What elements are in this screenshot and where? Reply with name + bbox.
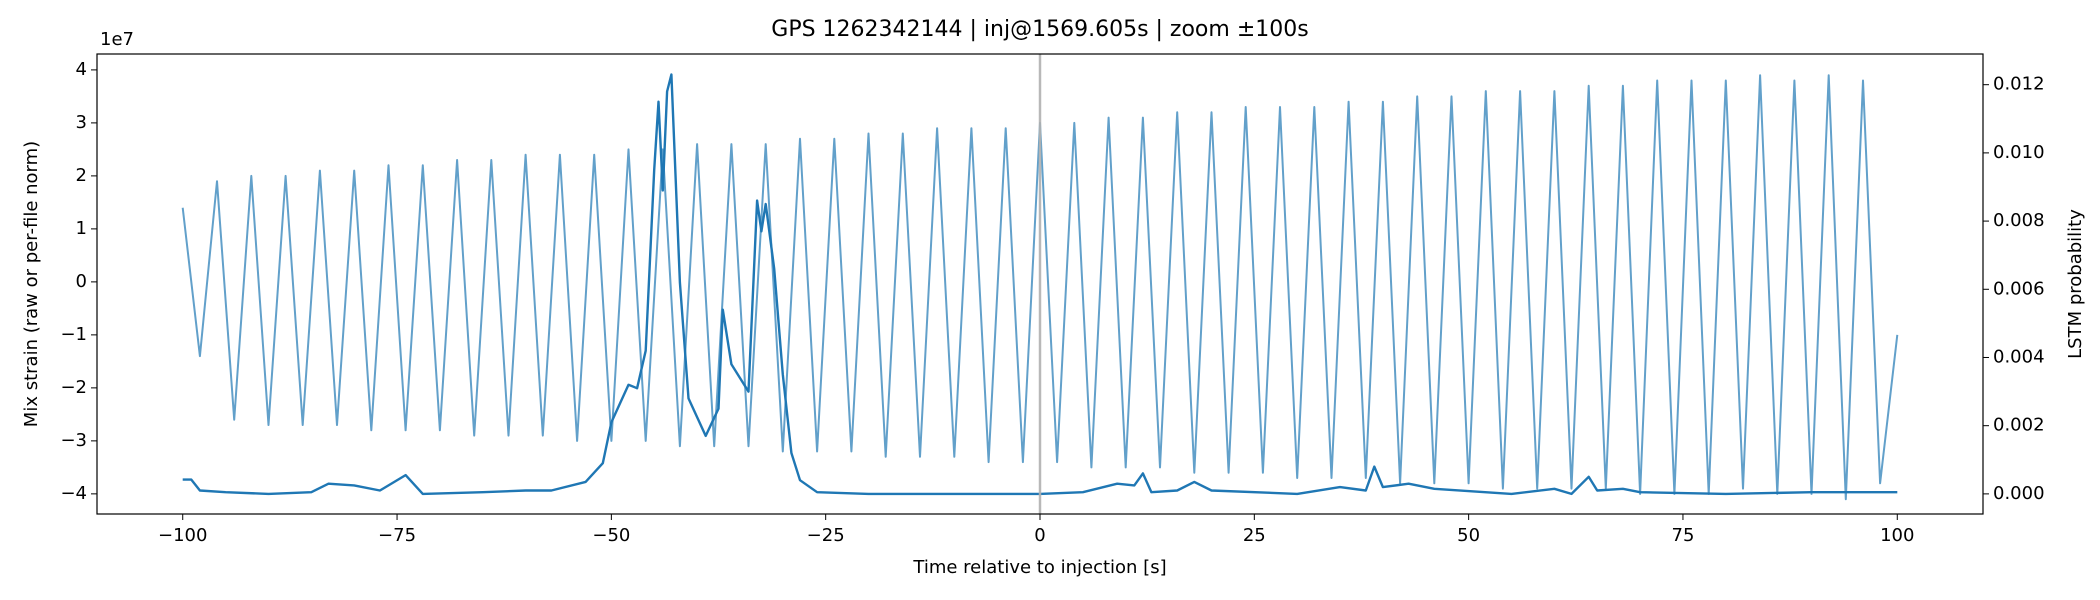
series-line: [182, 73, 1898, 496]
x-tick-label: −75: [378, 525, 416, 546]
y-tick-label: −1: [60, 324, 87, 345]
y2-tick-label: 0.004: [1993, 346, 2045, 367]
x-tick-label: 75: [1672, 525, 1695, 546]
x-tick-label: −50: [592, 525, 630, 546]
y-tick-label: 1: [76, 218, 87, 239]
y2-axis-label: LSTM probability: [2065, 209, 2086, 359]
plot-frame: [96, 53, 1984, 515]
y-tick-label: −4: [60, 483, 87, 504]
y2-tick-label: 0.006: [1993, 278, 2045, 299]
x-tick-label: −25: [807, 525, 845, 546]
y-offset-label: 1e7: [100, 29, 134, 50]
x-tick-label: −100: [158, 525, 207, 546]
y-tick-label: 4: [76, 59, 87, 80]
y2-tick-label: 0.002: [1993, 415, 2045, 436]
x-tick-label: 25: [1243, 525, 1266, 546]
y-axis-label: Mix strain (raw or per-file norm): [21, 141, 42, 427]
y-tick-label: 2: [76, 165, 87, 186]
chart-title: GPS 1262342144 | inj@1569.605s | zoom ±1…: [771, 17, 1308, 42]
x-tick-label: 50: [1457, 525, 1480, 546]
x-tick-label: 0: [1034, 525, 1045, 546]
y2-tick-label: 0.000: [1993, 483, 2045, 504]
y2-tick-label: 0.008: [1993, 210, 2045, 231]
y2-tick-label: 0.012: [1993, 74, 2045, 95]
y-tick-label: 3: [76, 112, 87, 133]
y-tick-label: 0: [76, 271, 87, 292]
y-tick-label: −3: [60, 430, 87, 451]
x-tick-label: 100: [1880, 525, 1914, 546]
y-tick-label: −2: [60, 377, 87, 398]
y2-tick-label: 0.010: [1993, 142, 2045, 163]
x-axis-label: Time relative to injection [s]: [912, 557, 1166, 578]
